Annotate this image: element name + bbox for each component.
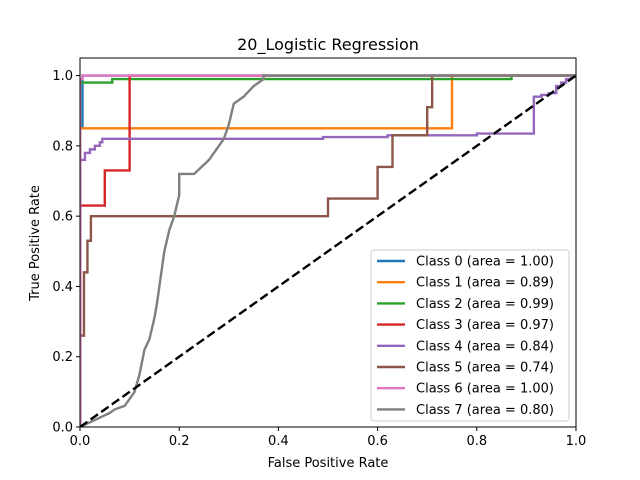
legend-label-class-7: Class 7 (area = 0.80) xyxy=(416,403,554,418)
y-tick-label: 1.0 xyxy=(52,69,73,84)
y-tick-label: 0.0 xyxy=(52,421,73,436)
legend-label-class-5: Class 5 (area = 0.74) xyxy=(416,361,554,376)
legend-label-class-3: Class 3 (area = 0.97) xyxy=(416,318,554,333)
legend: Class 0 (area = 1.00) Class 1 (area = 0.8… xyxy=(370,249,570,422)
legend-label-class-4: Class 4 (area = 0.84) xyxy=(416,339,554,354)
series-group xyxy=(80,74,576,427)
axes: 0.0 0.2 0.4 0.6 0.8 1.0 0.0 0.2 0.4 0.6 0.8 1.0 xyxy=(52,57,587,449)
x-tick-label: 0.4 xyxy=(268,434,289,449)
legend-label-class-6: Class 6 (area = 1.00) xyxy=(416,382,554,397)
x-tick-label: 0.2 xyxy=(169,434,190,449)
legend-box xyxy=(370,249,570,422)
x-tick-label: 0.0 xyxy=(70,434,91,449)
x-tick-label: 0.8 xyxy=(466,434,487,449)
y-tick-label: 0.2 xyxy=(52,350,73,365)
roc-curve-class-4 xyxy=(80,74,576,427)
y-axis-label: True Positive Rate xyxy=(28,185,43,302)
legend-label-class-1: Class 1 (area = 0.89) xyxy=(416,276,554,291)
x-tick-label: 0.6 xyxy=(367,434,388,449)
chart-title: 20_Logistic Regression xyxy=(237,35,419,55)
plot-area xyxy=(80,74,576,427)
axes-frame xyxy=(79,57,577,428)
y-tick-label: 0.6 xyxy=(52,210,73,225)
legend-label-class-0: Class 0 (area = 1.00) xyxy=(416,255,554,270)
y-tick-label: 0.8 xyxy=(52,139,73,154)
roc-curve-class-6 xyxy=(80,74,576,427)
legend-label-class-2: Class 2 (area = 0.99) xyxy=(416,297,554,312)
chance-diagonal-line xyxy=(80,74,576,427)
x-tick-label: 1.0 xyxy=(566,434,587,449)
y-tick-label: 0.4 xyxy=(52,280,73,295)
x-axis-label: False Positive Rate xyxy=(268,456,389,471)
roc-curve-class-7 xyxy=(80,74,576,427)
roc-curve-class-5 xyxy=(80,74,576,427)
